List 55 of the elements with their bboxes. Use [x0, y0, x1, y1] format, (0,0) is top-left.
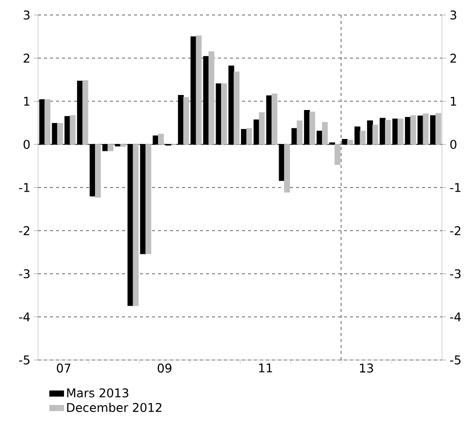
y2-tick-label: -4	[450, 312, 461, 322]
bar	[372, 124, 378, 145]
y2-tick-label: -3	[450, 269, 461, 278]
bar	[284, 144, 290, 192]
bar	[208, 51, 214, 145]
bar	[108, 144, 114, 152]
bar	[234, 72, 240, 145]
y-tick-label: 0	[24, 140, 30, 149]
y2-tick-label: -2	[450, 226, 460, 236]
bar	[145, 144, 152, 254]
y-tick-label: 3	[24, 10, 30, 20]
x-tick-label: 11	[259, 364, 272, 372]
y-tick-label: -4	[19, 312, 30, 322]
y-tick-label: 2	[24, 54, 30, 63]
bar	[385, 120, 391, 145]
y2-tick-label: 0	[450, 140, 456, 149]
bar	[158, 134, 164, 145]
y2-tick-label: 2	[450, 54, 456, 63]
y-tick-label: -1	[19, 183, 30, 192]
x-tick-label: 09	[158, 364, 172, 373]
bar	[44, 99, 50, 145]
legend-label: Mars 2013	[67, 388, 128, 398]
x-tick-label: 07	[56, 364, 70, 373]
bar	[272, 94, 278, 145]
bar	[57, 122, 63, 145]
y-tick-label: -2	[19, 226, 30, 236]
bar	[82, 80, 88, 145]
bar	[360, 130, 366, 145]
legend-label: December 2012	[67, 402, 162, 412]
bar	[322, 122, 328, 145]
bar	[410, 115, 416, 145]
bar	[95, 144, 101, 198]
bar	[296, 120, 303, 145]
bar	[422, 114, 429, 145]
bar	[246, 128, 252, 145]
x-tick-label: 13	[360, 364, 374, 373]
bar	[334, 144, 340, 165]
y2-tick-label: 1	[450, 96, 456, 106]
bar	[398, 118, 404, 145]
bar	[132, 144, 139, 306]
y-tick-label: -3	[19, 269, 30, 278]
bar	[196, 35, 202, 145]
y2-tick-label: -1	[450, 183, 460, 192]
bar	[435, 113, 442, 145]
bar	[221, 83, 227, 145]
bar	[120, 144, 126, 147]
bar	[347, 140, 353, 145]
bar	[183, 97, 190, 145]
bar	[258, 112, 265, 145]
bar	[309, 112, 316, 145]
y2-tick-label: 3	[450, 10, 456, 20]
bar	[70, 115, 76, 145]
y2-tick-label: -5	[450, 356, 460, 364]
y-tick-label: -5	[19, 356, 30, 364]
y-tick-label: 1	[24, 96, 30, 106]
